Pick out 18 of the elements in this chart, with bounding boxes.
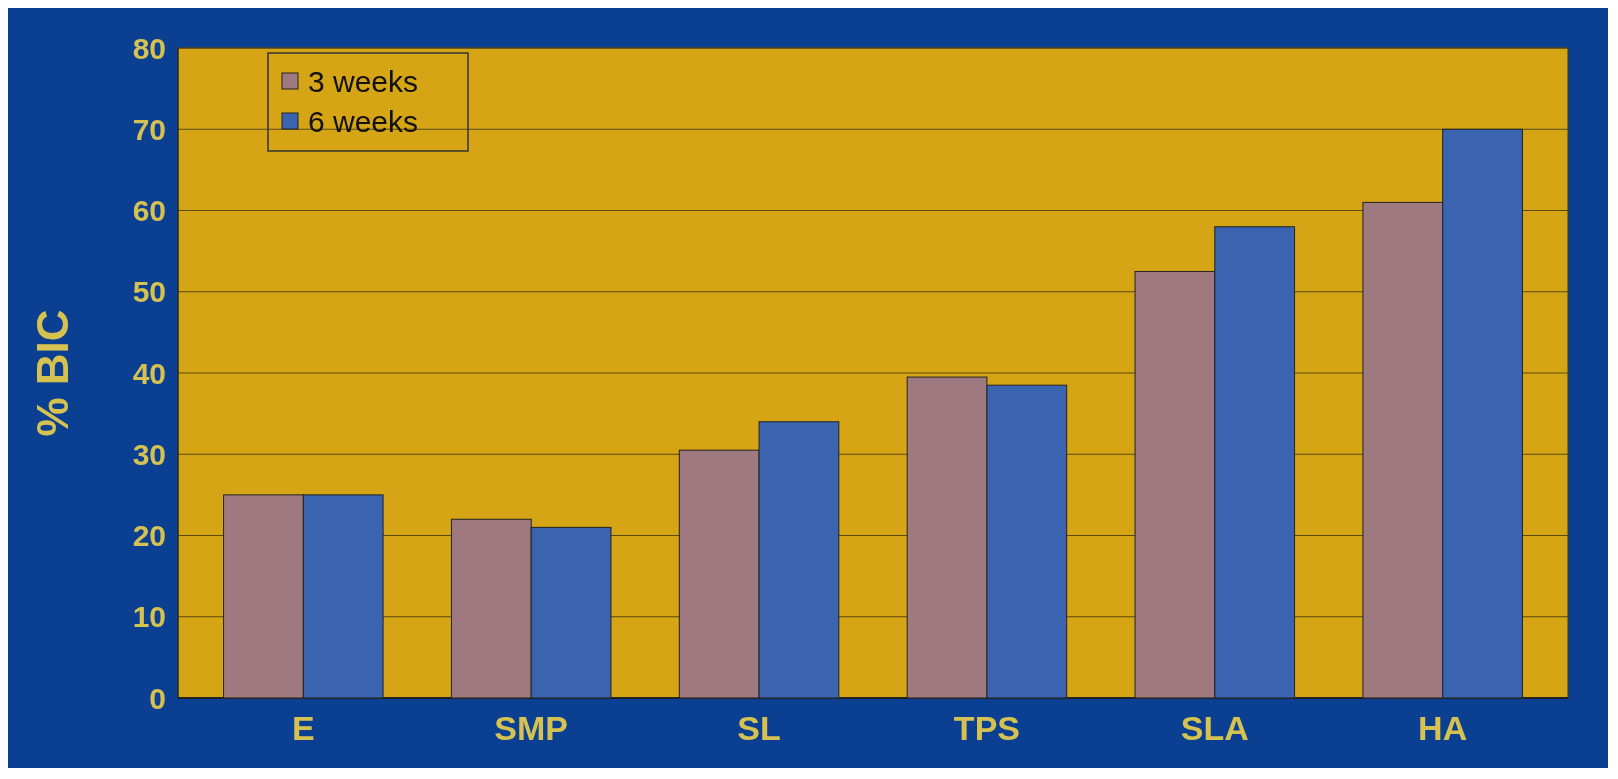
x-tick-label: E: [291, 709, 315, 747]
x-tick-label: HA: [1418, 709, 1468, 747]
y-axis-title: % BIC: [28, 309, 77, 437]
y-tick-label: 50: [132, 275, 166, 309]
legend-label: 6 weeks: [308, 104, 419, 138]
y-tick-label: 0: [149, 681, 166, 715]
x-tick-label: SMP: [494, 709, 569, 747]
y-tick-label: 70: [132, 112, 166, 146]
y-tick-label: 30: [132, 437, 166, 471]
legend-label: 3 weeks: [308, 64, 419, 98]
y-tick-label: 60: [132, 194, 166, 227]
y-tick-label: 20: [132, 519, 166, 552]
y-tick-label: 80: [132, 31, 166, 65]
x-tick-label: SLA: [1180, 709, 1249, 747]
x-tick-label: TPS: [953, 709, 1020, 747]
y-tick-label: 40: [132, 356, 166, 390]
y-tick-label: 10: [132, 600, 166, 634]
x-tick-label: SL: [737, 709, 781, 747]
